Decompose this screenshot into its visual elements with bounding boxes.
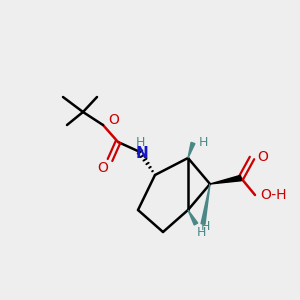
Text: H: H [196, 226, 206, 238]
Text: N: N [136, 146, 148, 161]
Text: O: O [98, 161, 108, 175]
Text: O: O [108, 113, 119, 127]
Polygon shape [188, 210, 198, 225]
Text: O-H: O-H [260, 188, 286, 202]
Text: H: H [201, 220, 210, 232]
Text: H: H [199, 136, 208, 148]
Polygon shape [188, 142, 195, 158]
Polygon shape [201, 184, 210, 224]
Polygon shape [210, 175, 242, 184]
Text: O: O [257, 150, 268, 164]
Text: H: H [135, 136, 145, 149]
